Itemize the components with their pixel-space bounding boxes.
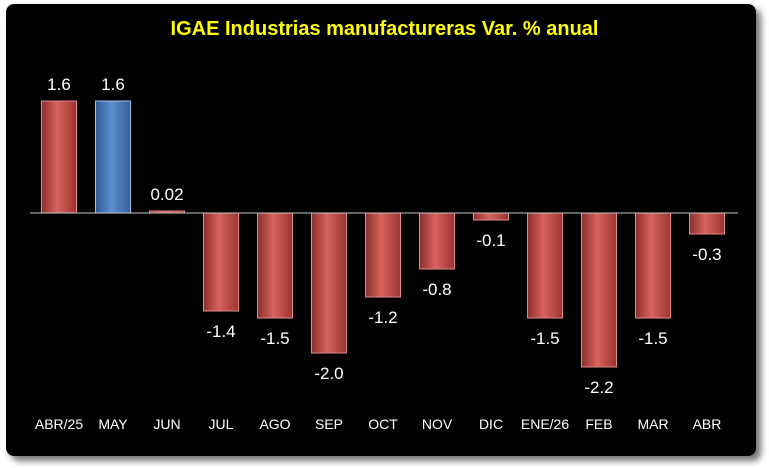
bar-oct xyxy=(365,212,401,298)
x-tick-label: DIC xyxy=(479,416,503,432)
bar-mar xyxy=(635,212,671,319)
x-tick-label: FEB xyxy=(585,416,612,432)
x-tick-label: MAR xyxy=(637,416,668,432)
value-label: -1.5 xyxy=(530,329,559,348)
x-tick-label: OCT xyxy=(368,416,398,432)
bar-abr-25 xyxy=(41,100,77,214)
bar-feb xyxy=(581,212,617,368)
bar-ene-26 xyxy=(527,212,563,319)
value-label: 1.6 xyxy=(47,75,71,94)
value-label: -0.1 xyxy=(476,231,505,250)
bar-sep xyxy=(311,212,347,354)
value-labels-group: 1.6 1.6 0.02 -1.4 -1.5 -2.0 -1.2 -0.8 -0.1 -1.5 -2… xyxy=(47,75,721,397)
value-label: -1.5 xyxy=(260,329,289,348)
bar-dic xyxy=(473,212,509,221)
value-label: -1.2 xyxy=(368,308,397,327)
x-tick-label: SEP xyxy=(315,416,343,432)
x-tick-label: AGO xyxy=(259,416,290,432)
x-tick-label: JUL xyxy=(209,416,234,432)
chart-title: IGAE Industrias manufactureras Var. % an… xyxy=(170,18,599,40)
value-label: -2.0 xyxy=(314,364,343,383)
x-tick-label: JUN xyxy=(153,416,180,432)
bars-group xyxy=(41,100,725,368)
x-tick-label: NOV xyxy=(422,416,453,432)
x-tick-labels-group: ABR/25 MAY JUN JUL AGO SEP OCT NOV DIC ENE/26 FEB M… xyxy=(35,416,722,432)
value-label: 1.6 xyxy=(101,75,125,94)
value-label: -1.4 xyxy=(206,322,235,341)
bar-ago xyxy=(257,212,293,319)
value-label: -1.5 xyxy=(638,329,667,348)
value-label: -0.8 xyxy=(422,280,451,299)
bar-jul xyxy=(203,212,239,312)
value-label: -0.3 xyxy=(692,245,721,264)
value-label: 0.02 xyxy=(150,185,183,204)
bar-may xyxy=(95,100,131,214)
bar-abr xyxy=(689,212,725,235)
bar-nov xyxy=(419,212,455,270)
x-tick-label: ABR/25 xyxy=(35,416,83,432)
x-tick-label: MAY xyxy=(98,416,128,432)
x-tick-label: ENE/26 xyxy=(521,416,569,432)
value-label: -2.2 xyxy=(584,378,613,397)
x-tick-label: ABR xyxy=(693,416,722,432)
